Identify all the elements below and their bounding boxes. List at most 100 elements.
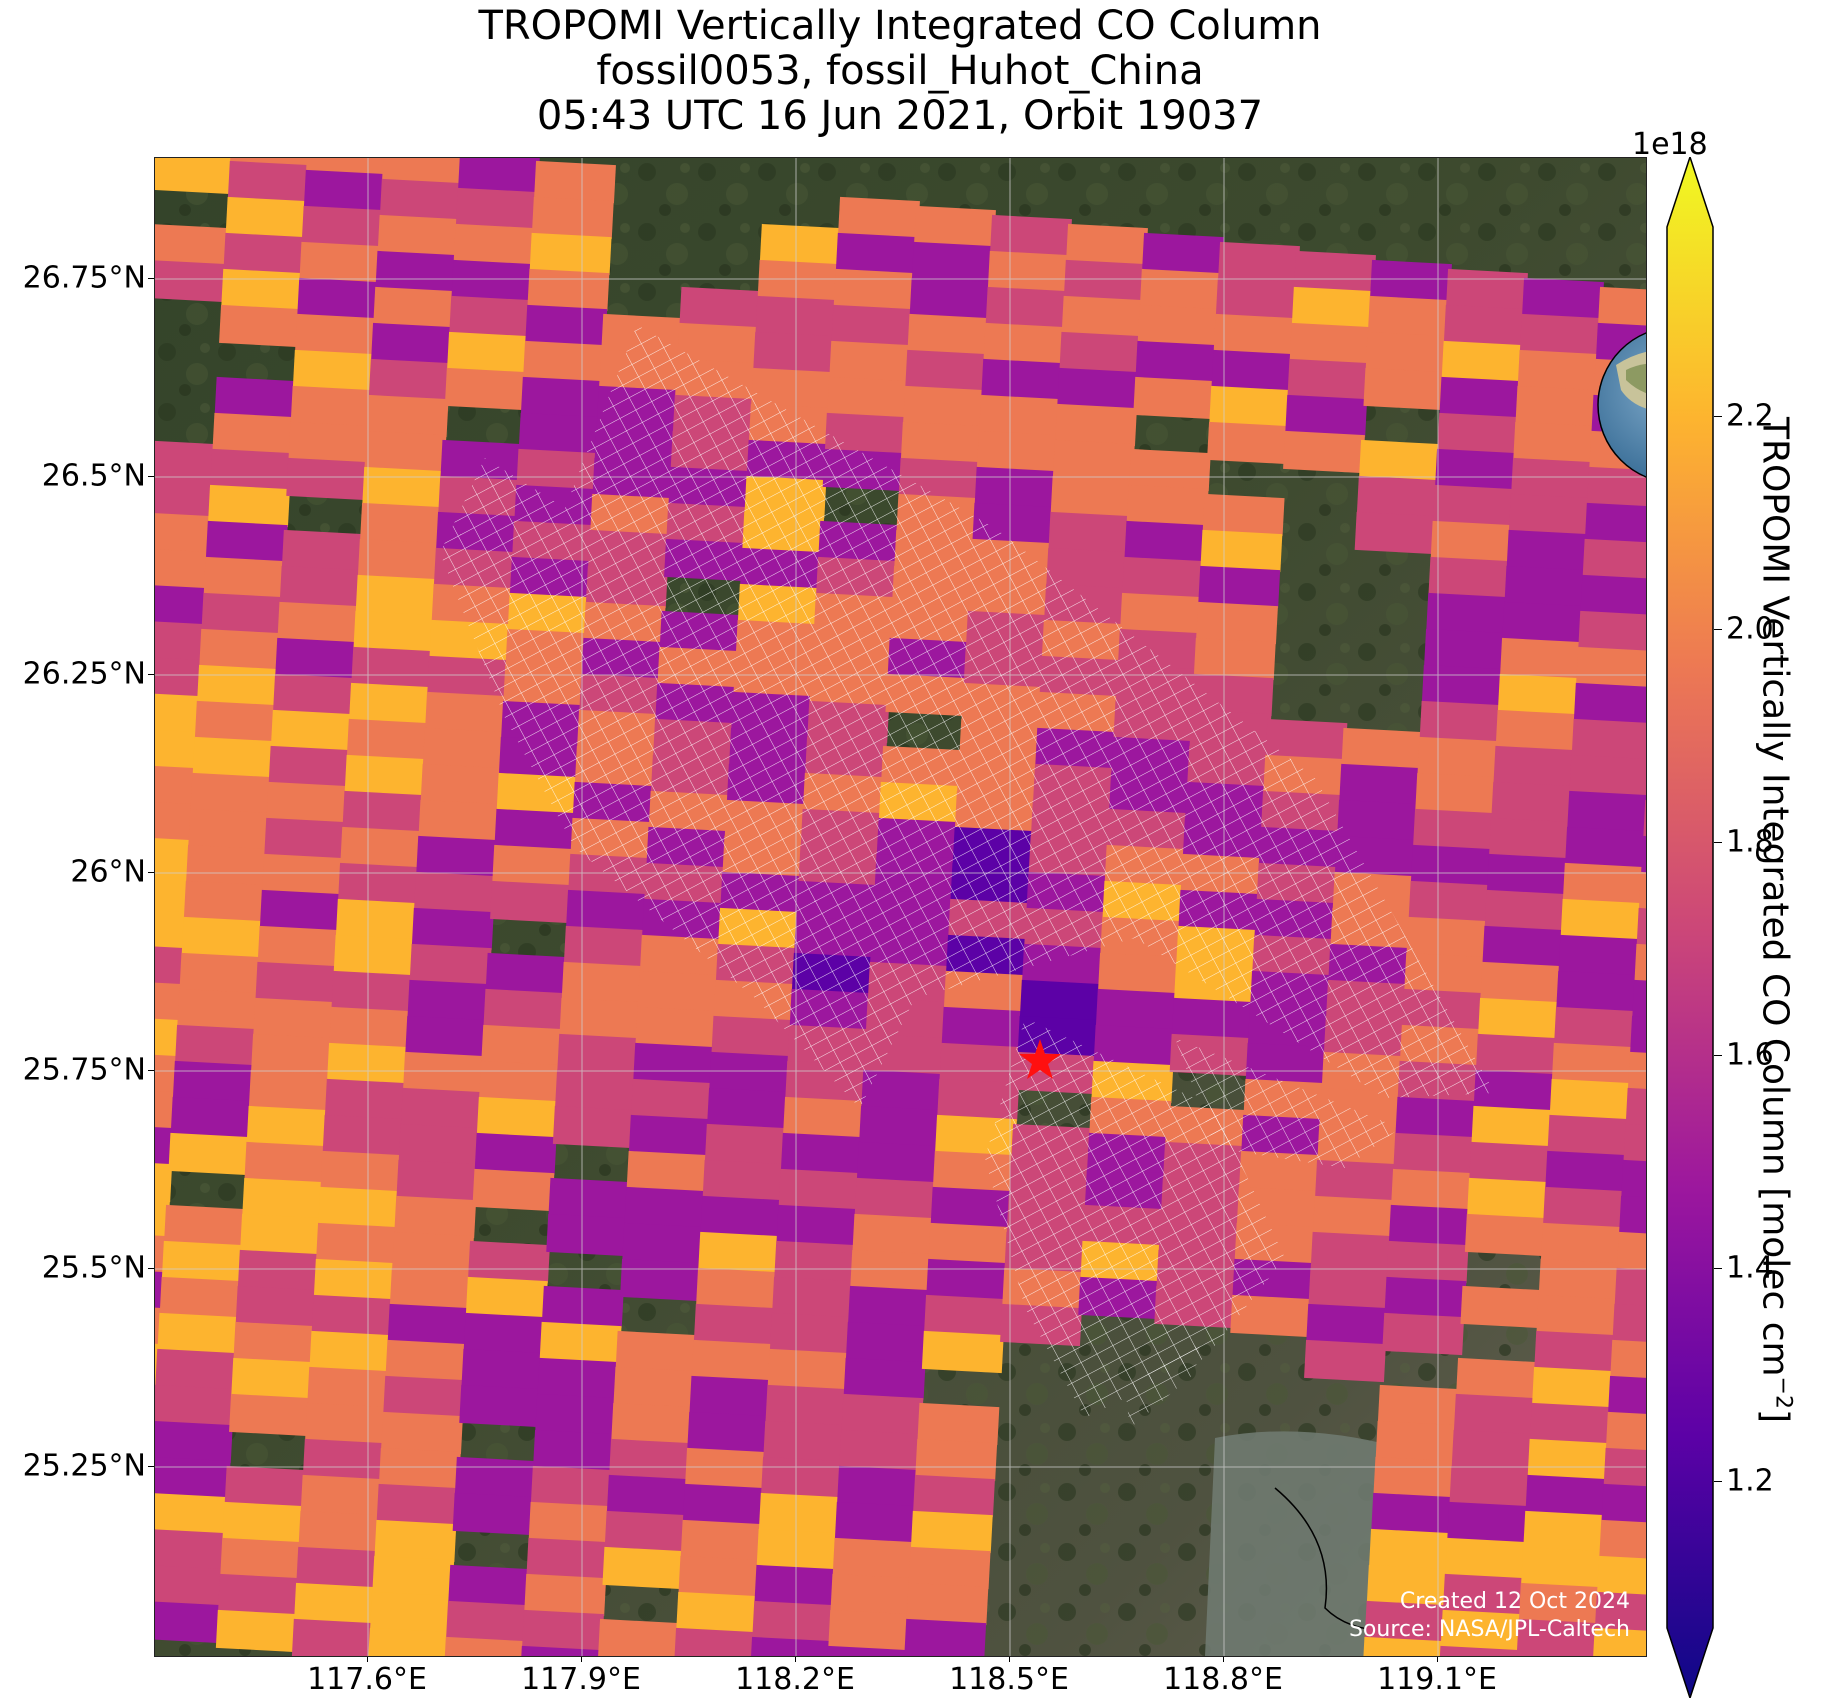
co-pixel [1614, 1267, 1646, 1311]
co-pixel [1451, 1429, 1534, 1473]
co-pixel [302, 1438, 385, 1482]
co-pixel [294, 1582, 376, 1626]
co-pixel [346, 718, 429, 762]
co-pixel [1571, 718, 1646, 762]
title-line-3: 05:43 UTC 16 Jun 2021, Orbit 19037 [536, 93, 1264, 139]
co-pixel [1207, 421, 1289, 465]
co-pixel [913, 1474, 995, 1518]
co-pixel [1486, 853, 1569, 897]
co-pixel [633, 1042, 716, 1086]
lon-tick [581, 1656, 582, 1662]
co-pixel [541, 1285, 624, 1329]
co-pixel [1506, 529, 1589, 573]
inset-globe-icon [1597, 332, 1646, 478]
co-pixel [1362, 1636, 1445, 1656]
co-pixel [1388, 1204, 1471, 1248]
co-pixel [1124, 520, 1207, 564]
co-pixel [1211, 349, 1294, 393]
co-pixel [531, 196, 614, 240]
co-pixel [1493, 745, 1576, 789]
co-pixel [159, 1276, 242, 1320]
co-pixel [1052, 439, 1135, 483]
lon-label: 118.2°E [735, 1662, 855, 1697]
co-pixel [609, 1438, 691, 1482]
co-pixel [979, 394, 1061, 438]
co-pixel [1059, 331, 1142, 375]
co-pixel [1516, 1618, 1599, 1656]
co-pixel [689, 1375, 772, 1419]
co-pixel [685, 1447, 767, 1491]
co-pixel [483, 988, 566, 1032]
co-pixel [303, 169, 386, 213]
co-pixel [253, 997, 336, 1041]
lat-tick [148, 476, 154, 477]
co-pixel [1209, 385, 1292, 429]
co-pixel [548, 1177, 631, 1221]
co-pixel [854, 1177, 937, 1221]
co-pixel [1480, 961, 1563, 1005]
co-pixel [357, 538, 440, 582]
co-pixel [831, 304, 914, 348]
co-pixel [364, 430, 447, 474]
co-pixel [1384, 1276, 1467, 1320]
co-pixel [1287, 358, 1370, 402]
co-pixel [476, 1096, 559, 1140]
co-pixel [906, 1582, 989, 1626]
co-pixel [1128, 448, 1211, 492]
co-pixel [1469, 1141, 1552, 1185]
co-pixel [763, 1420, 846, 1464]
co-pixel [1489, 817, 1571, 861]
co-pixel [1312, 1195, 1395, 1239]
co-pixel [155, 1015, 181, 1059]
co-pixel [291, 1618, 374, 1656]
co-pixel [349, 682, 431, 726]
co-pixel [1308, 1267, 1391, 1311]
map-panel[interactable]: Created 12 Oct 2024 Source: NASA/JPL-Cal… [154, 157, 1647, 1657]
co-pixel [1475, 1033, 1558, 1077]
co-pixel [622, 1222, 705, 1266]
co-pixel [155, 871, 190, 915]
co-pixel [389, 1267, 472, 1311]
co-pixel [240, 1213, 322, 1257]
co-pixel [1048, 511, 1131, 555]
co-pixel [311, 1294, 394, 1338]
co-pixel [1367, 295, 1450, 339]
co-pixel [856, 1141, 939, 1185]
co-pixel [164, 1204, 246, 1248]
co-pixel [1513, 421, 1596, 465]
co-pixel [1375, 1420, 1458, 1464]
co-pixel [1573, 682, 1646, 726]
co-pixel [1565, 826, 1646, 870]
co-pixel [552, 1105, 635, 1149]
co-pixel [1382, 1312, 1465, 1356]
co-pixel [928, 1222, 1011, 1266]
co-pixel [266, 781, 349, 825]
co-pixel [1364, 1600, 1447, 1644]
co-pixel [941, 1006, 1024, 1050]
co-pixel [1410, 844, 1493, 888]
co-pixel [682, 1483, 765, 1527]
lon-tick [795, 1656, 796, 1662]
co-pixel [1532, 1366, 1614, 1410]
co-pixel [215, 1609, 298, 1653]
co-pixel [1406, 916, 1489, 960]
co-pixel [900, 421, 983, 465]
co-pixel [711, 1015, 794, 1059]
co-pixel [832, 1537, 915, 1581]
co-pixel [1371, 1492, 1454, 1536]
co-pixel [396, 1159, 479, 1203]
co-pixel [403, 1051, 485, 1095]
lon-tick [367, 1656, 368, 1662]
co-pixel [409, 943, 492, 987]
co-pixel [155, 511, 212, 555]
co-pixel [400, 1087, 483, 1131]
co-pixel [392, 1231, 474, 1275]
co-pixel [602, 1546, 685, 1590]
co-pixel [1171, 997, 1254, 1041]
co-pixel [305, 1402, 387, 1446]
co-pixel [270, 709, 353, 753]
co-pixel [1517, 349, 1600, 393]
co-pixel [481, 1024, 564, 1068]
co-pixel [1594, 1591, 1646, 1635]
co-pixel [224, 1465, 307, 1509]
